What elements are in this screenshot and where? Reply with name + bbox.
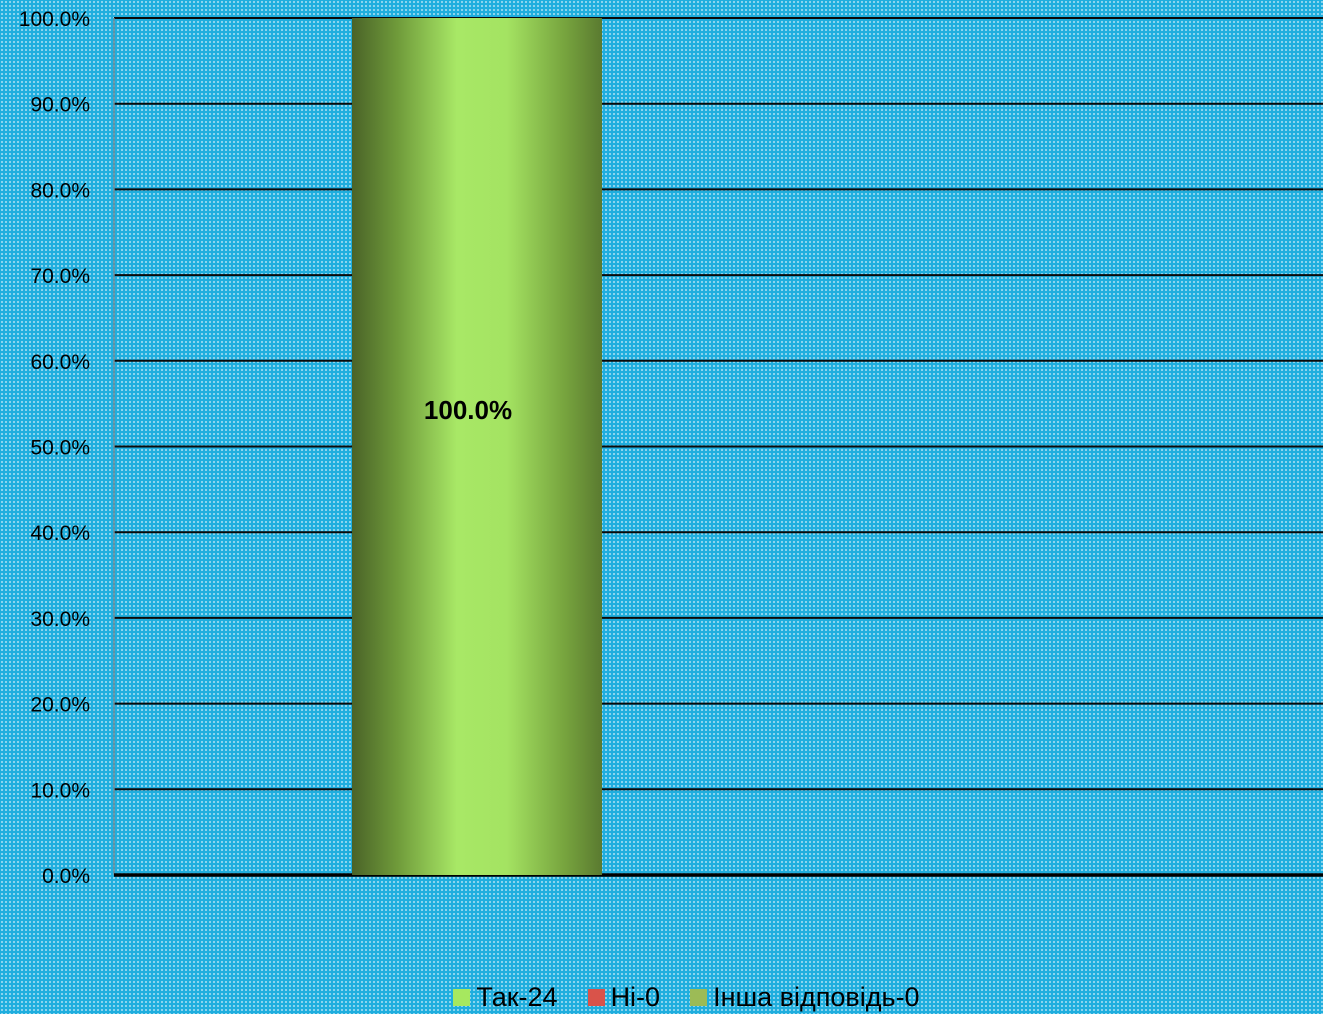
y-tick-label: 80.0% bbox=[30, 179, 90, 202]
gridlines bbox=[114, 17, 1323, 791]
legend-swatch bbox=[587, 988, 605, 1006]
legend-label: Інша відповідь-0 bbox=[713, 981, 920, 1012]
legend: Так-24 Ні-0 Інша відповідь-0 bbox=[0, 980, 1323, 1014]
y-tick-label: 60.0% bbox=[30, 351, 90, 374]
y-tick-label: 50.0% bbox=[30, 437, 90, 460]
legend-label: Так-24 bbox=[476, 981, 558, 1012]
y-tick-label: 70.0% bbox=[30, 265, 90, 288]
data-labels: 100.0% bbox=[424, 395, 512, 425]
legend-swatch bbox=[690, 988, 708, 1006]
bar bbox=[352, 18, 602, 875]
legend-label: Ні-0 bbox=[610, 981, 661, 1012]
y-tick-label: 90.0% bbox=[30, 94, 90, 117]
y-tick-label: 0.0% bbox=[42, 865, 90, 888]
legend-item: Ні-0 bbox=[587, 981, 661, 1013]
data-label: 100.0% bbox=[424, 395, 512, 425]
bars bbox=[352, 18, 602, 875]
y-axis-tick-labels: 0.0% 10.0% 20.0% 30.0% 40.0% 50.0% 60.0% 70.0% 8… bbox=[19, 8, 90, 888]
legend-item: Так-24 bbox=[453, 981, 558, 1013]
y-tick-label: 10.0% bbox=[30, 779, 90, 802]
y-tick-label: 40.0% bbox=[30, 522, 90, 545]
legend-item: Інша відповідь-0 bbox=[690, 982, 920, 1013]
y-tick-label: 100.0% bbox=[19, 8, 90, 31]
y-tick-label: 20.0% bbox=[30, 694, 90, 717]
y-tick-label: 30.0% bbox=[30, 608, 90, 631]
legend-swatch bbox=[453, 988, 471, 1006]
axes bbox=[113, 18, 1323, 877]
